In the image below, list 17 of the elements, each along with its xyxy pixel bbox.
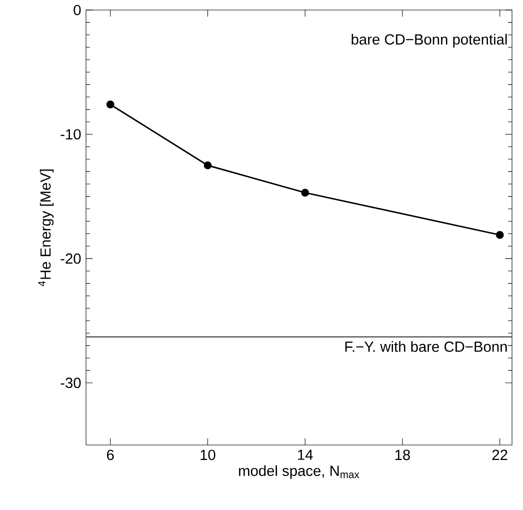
y-tick-label: -10	[60, 129, 81, 140]
y-tick-label: 0	[74, 4, 81, 16]
ref-line-label: F.−Y. with bare CD−Bonn	[345, 341, 507, 352]
point	[106, 100, 114, 108]
point	[204, 161, 212, 170]
point	[496, 231, 504, 239]
annotation: bare CD−Bonn potential	[352, 34, 507, 48]
point	[301, 188, 310, 197]
y-tick-label: -30	[60, 378, 81, 388]
x-tick-label: 18	[395, 450, 410, 460]
x-tick-label: 22	[492, 450, 508, 460]
x-tick-label: 6	[107, 450, 114, 460]
x-tick-label: 10	[200, 450, 216, 460]
x-axis-title: model space, N$_{max}$	[239, 465, 360, 479]
y-axis-title: $^{4}$He Energy [MeV]	[38, 170, 54, 286]
x-tick-label: 14	[298, 450, 313, 460]
y-tick-label: -20	[60, 253, 81, 264]
